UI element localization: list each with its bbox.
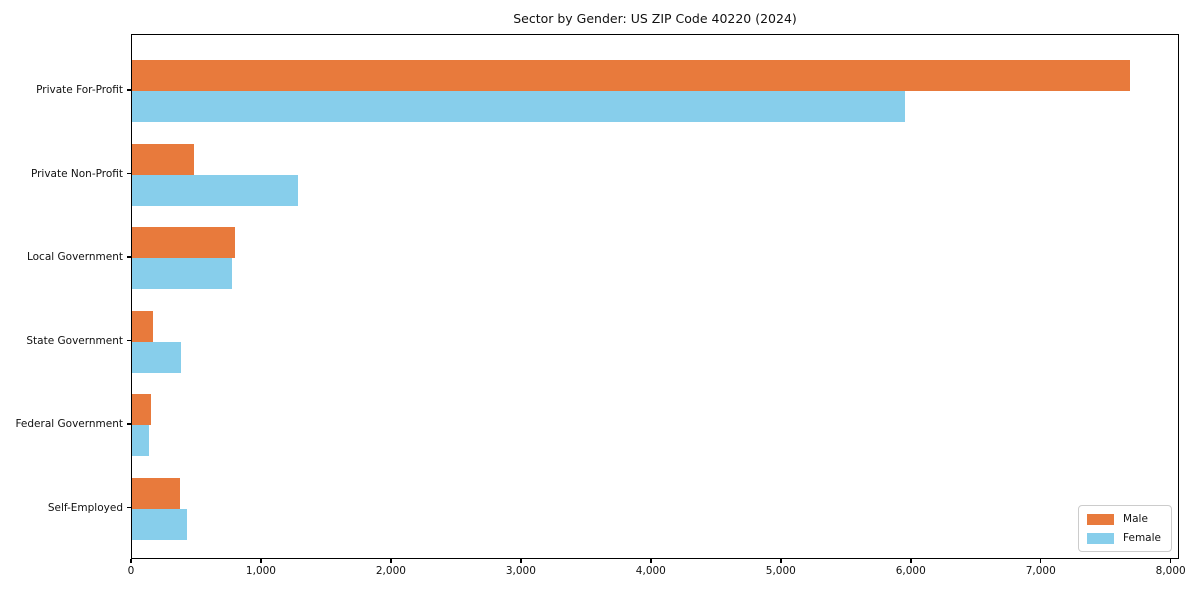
category-label-federal-government: Federal Government [15,418,123,430]
x-tick-mark [520,559,522,563]
x-tick-mark [650,559,652,563]
bar-male-private-non-profit [132,143,195,175]
y-tick-mark [127,89,131,91]
y-tick-mark [127,172,131,175]
bar-female-private-non-profit [132,174,299,206]
plot-area: Male Female [131,34,1179,559]
y-tick-mark [127,423,131,425]
bar-female-federal-government [132,425,149,456]
legend-label-male: Male [1123,513,1148,525]
x-tick-mark [910,559,912,563]
bar-male-federal-government [132,394,151,425]
category-label-state-government: State Government [26,334,123,347]
x-tick-mark [130,559,132,563]
category-label-self-employed: Self-Employed [47,501,123,514]
x-tick-label: 3,000 [505,565,536,577]
bar-female-local-government [132,258,233,289]
x-tick-label: 1,000 [245,565,276,577]
category-label-private-non-profit: Private Non-Profit [30,167,123,180]
bar-female-private-for-profit [132,91,906,122]
legend-swatch-female [1087,532,1115,544]
x-tick-label: 5,000 [765,565,796,577]
legend-entry-female: Female [1087,532,1161,544]
x-tick-label: 4,000 [635,565,666,577]
x-tick-mark [1169,559,1172,563]
x-tick-mark [260,559,262,563]
bar-male-private-for-profit [132,60,1131,91]
bar-female-state-government [132,341,182,373]
bar-female-self-employed [132,508,187,540]
category-label-local-government: Local Government [26,251,123,263]
bar-male-self-employed [132,477,181,509]
category-label-private-for-profit: Private For-Profit [36,84,123,96]
x-tick-label: 2,000 [375,565,406,577]
y-tick-mark [127,506,131,509]
x-tick-mark [780,559,782,563]
bar-male-state-government [132,310,154,342]
x-tick-label: 7,000 [1025,565,1056,577]
y-tick-mark [127,256,131,258]
y-tick-mark [127,339,131,342]
legend-entry-male: Male [1087,513,1161,525]
legend: Male Female [1078,505,1172,552]
x-tick-mark [1039,559,1042,563]
chart-title: Sector by Gender: US ZIP Code 40220 (202… [513,11,797,26]
legend-label-female: Female [1123,532,1161,544]
legend-swatch-male [1087,513,1115,525]
x-tick-label: 8,000 [1155,565,1186,577]
x-tick-label: 0 [127,565,135,577]
x-tick-mark [390,559,392,563]
bar-male-local-government [132,227,236,258]
x-tick-label: 6,000 [895,565,926,577]
